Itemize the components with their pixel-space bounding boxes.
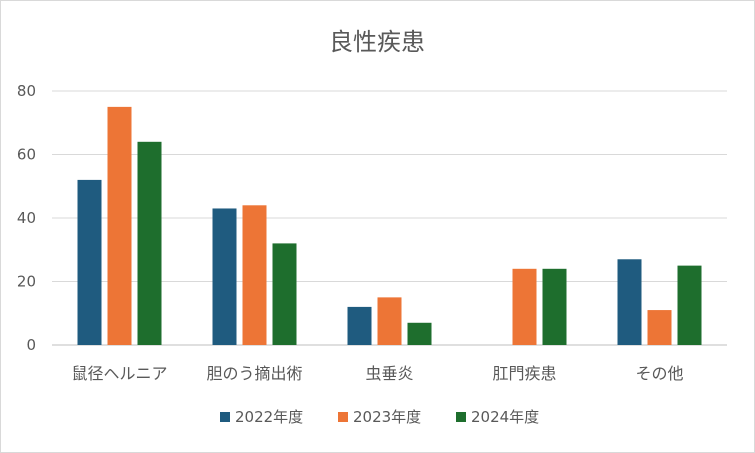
bar xyxy=(272,243,297,345)
y-tick-label: 60 xyxy=(17,146,36,164)
category-labels: 鼠径ヘルニア 胆のう摘出術 虫垂炎 肛門疾患 その他 xyxy=(71,364,683,383)
legend-swatch xyxy=(220,412,230,422)
legend-swatch xyxy=(338,412,348,422)
x-tick-label: 肛門疾患 xyxy=(492,364,556,383)
gridlines xyxy=(52,90,727,346)
bar xyxy=(647,310,672,345)
y-tick-label: 0 xyxy=(26,336,36,354)
legend-swatch xyxy=(456,412,466,422)
legend-label: 2024年度 xyxy=(471,408,539,426)
x-tick-label: その他 xyxy=(635,364,683,383)
bar xyxy=(377,297,402,345)
bar xyxy=(212,208,237,345)
y-tick-label: 80 xyxy=(17,82,36,100)
legend-label: 2022年度 xyxy=(235,408,303,426)
chart-title: 良性疾患 xyxy=(329,28,425,56)
x-tick-label: 胆のう摘出術 xyxy=(206,364,302,383)
y-axis-ticks: 0 20 40 60 80 xyxy=(17,82,36,354)
bar xyxy=(677,265,702,345)
x-tick-label: 鼠径ヘルニア xyxy=(71,364,167,383)
y-tick-label: 40 xyxy=(17,209,36,227)
bar xyxy=(542,268,567,345)
bar xyxy=(137,141,162,345)
bar xyxy=(512,268,537,345)
y-tick-label: 20 xyxy=(17,273,36,291)
bar xyxy=(77,179,102,345)
bar xyxy=(347,306,372,345)
bar xyxy=(242,205,267,345)
bars xyxy=(77,106,702,345)
x-tick-label: 虫垂炎 xyxy=(365,364,413,383)
bar xyxy=(617,259,642,345)
legend: 2022年度 2023年度 2024年度 xyxy=(220,408,539,426)
legend-label: 2023年度 xyxy=(353,408,421,426)
bar xyxy=(407,322,432,345)
bar xyxy=(107,106,132,345)
